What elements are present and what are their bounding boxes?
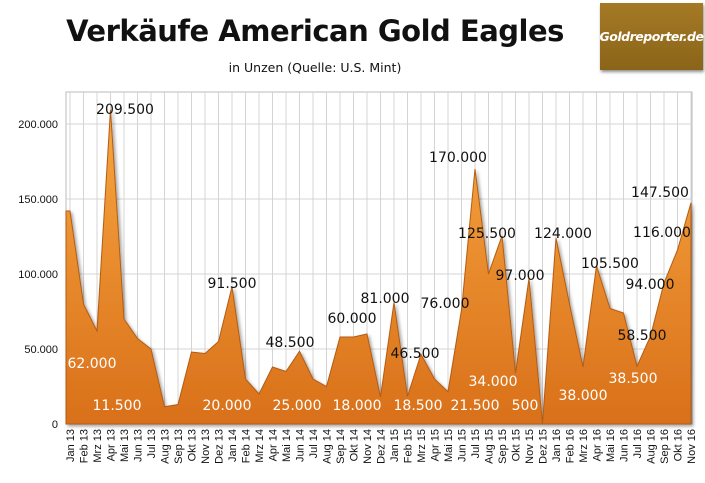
x-tick-label: Feb 14	[241, 429, 253, 463]
data-label: 97.000	[496, 268, 545, 284]
data-label: 170.000	[429, 150, 487, 166]
chart-title: Verkäufe American Gold Eagles	[66, 14, 564, 48]
x-tick-label: Nov 15	[524, 429, 536, 464]
y-axis: 0 50.000 100.000 150.000 200.000	[18, 119, 58, 431]
x-tick-label: Sep 16	[659, 429, 671, 464]
x-tick-label: Okt 13	[187, 429, 199, 461]
x-tick-label: Mai 13	[119, 429, 131, 462]
y-tick-label: 200.000	[18, 119, 58, 131]
chart-subtitle: in Unzen (Quelle: U.S. Mint)	[228, 60, 402, 75]
data-label: 34.000	[469, 374, 518, 390]
x-tick-label: Nov 16	[686, 429, 698, 464]
goldreporter-logo: Goldreporter.de	[599, 3, 704, 70]
data-label: 58.500	[618, 328, 667, 344]
data-label: 20.000	[203, 398, 252, 414]
logo-text: Goldreporter.de	[599, 29, 704, 44]
x-tick-label: Mai 15	[443, 429, 455, 462]
data-label: 147.500	[631, 185, 689, 201]
series-area-fill	[65, 109, 692, 425]
data-label: 125.500	[458, 226, 516, 242]
x-tick-label: Jul 16	[632, 429, 644, 458]
x-tick-label: Jul 15	[470, 429, 482, 458]
x-tick-label: Mrz 16	[578, 429, 590, 463]
x-tick-label: Okt 15	[511, 429, 523, 461]
data-label: 81.000	[361, 291, 410, 307]
x-tick-label: Apr 14	[268, 429, 280, 461]
x-tick-label: Dez 15	[538, 429, 550, 464]
x-tick-label: Mrz 14	[254, 429, 266, 463]
data-label: 11.500	[93, 398, 142, 414]
data-label: 94.000	[626, 277, 675, 293]
x-tick-label: Jul 14	[308, 429, 320, 458]
data-label: 500	[512, 398, 539, 414]
x-tick-label: Okt 14	[349, 429, 361, 461]
x-tick-label: Mai 16	[605, 429, 617, 462]
data-label: 18.000	[333, 398, 382, 414]
x-tick-label: Nov 14	[362, 429, 374, 464]
x-tick-label: Dez 13	[214, 429, 226, 464]
y-tick-label: 100.000	[18, 269, 58, 281]
x-tick-label: Jun 16	[619, 429, 631, 462]
x-tick-label: Sep 15	[497, 429, 509, 464]
x-tick-label: Jan 15	[389, 429, 401, 462]
x-tick-label: Okt 16	[673, 429, 685, 461]
data-label: 62.000	[68, 356, 117, 372]
y-tick-label: 150.000	[18, 194, 58, 206]
x-tick-label: Aug 15	[484, 429, 496, 464]
data-label: 76.000	[421, 296, 470, 312]
x-axis: Jan 13 Feb 13 Mrz 13 Apr 13 Mai 13 Jun 13 Jul …	[65, 429, 698, 464]
x-tick-label: Mrz 13	[92, 429, 104, 463]
x-tick-label: Aug 13	[160, 429, 172, 464]
x-tick-label: Feb 13	[79, 429, 91, 463]
x-tick-label: Apr 13	[106, 429, 118, 461]
data-label: 124.000	[534, 226, 592, 242]
data-label: 38.000	[559, 388, 608, 404]
x-tick-label: Apr 15	[430, 429, 442, 461]
data-label: 48.500	[266, 335, 315, 351]
x-tick-label: Jun 14	[295, 429, 307, 462]
x-tick-label: Jun 13	[133, 429, 145, 462]
x-tick-label: Sep 14	[335, 429, 347, 464]
x-tick-label: Jul 13	[146, 429, 158, 458]
y-tick-label: 50.000	[24, 344, 58, 356]
x-tick-label: Jan 16	[551, 429, 563, 462]
series-area	[65, 109, 692, 425]
x-tick-label: Mrz 15	[416, 429, 428, 463]
data-label: 209.500	[96, 102, 154, 118]
x-tick-label: Aug 16	[646, 429, 658, 464]
data-label: 60.000	[328, 311, 377, 327]
data-label: 25.000	[273, 398, 322, 414]
data-label: 21.500	[451, 398, 500, 414]
x-tick-label: Jun 15	[457, 429, 469, 462]
x-tick-label: Jan 14	[227, 429, 239, 462]
data-label: 116.000	[633, 225, 691, 241]
data-labels: 62.000 209.500 11.500 91.500 20.000 48.500 25.…	[68, 102, 691, 414]
data-label: 18.500	[394, 398, 443, 414]
data-label: 91.500	[208, 276, 257, 292]
data-label: 38.500	[609, 371, 658, 387]
x-tick-label: Apr 16	[592, 429, 604, 461]
x-tick-label: Aug 14	[322, 429, 334, 464]
x-tick-label: Sep 13	[173, 429, 185, 464]
data-label: 105.500	[581, 256, 639, 272]
x-tick-label: Feb 16	[565, 429, 577, 463]
data-label: 46.500	[391, 346, 440, 362]
x-tick-label: Jan 13	[65, 429, 77, 462]
x-tick-label: Nov 13	[200, 429, 212, 464]
y-tick-label: 0	[52, 419, 58, 431]
x-tick-label: Feb 15	[403, 429, 415, 463]
x-tick-label: Dez 14	[376, 429, 388, 464]
x-tick-label: Mai 14	[281, 429, 293, 462]
